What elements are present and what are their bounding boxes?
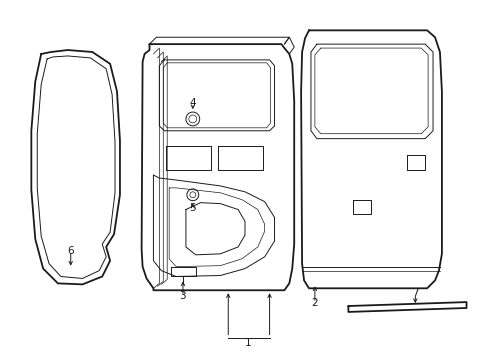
Text: 1: 1 [244, 338, 251, 347]
Text: 6: 6 [67, 246, 74, 256]
Text: 3: 3 [179, 291, 186, 301]
Text: 4: 4 [189, 98, 196, 108]
Text: 7: 7 [411, 288, 418, 298]
Text: 5: 5 [189, 203, 196, 212]
Text: 2: 2 [311, 298, 318, 308]
